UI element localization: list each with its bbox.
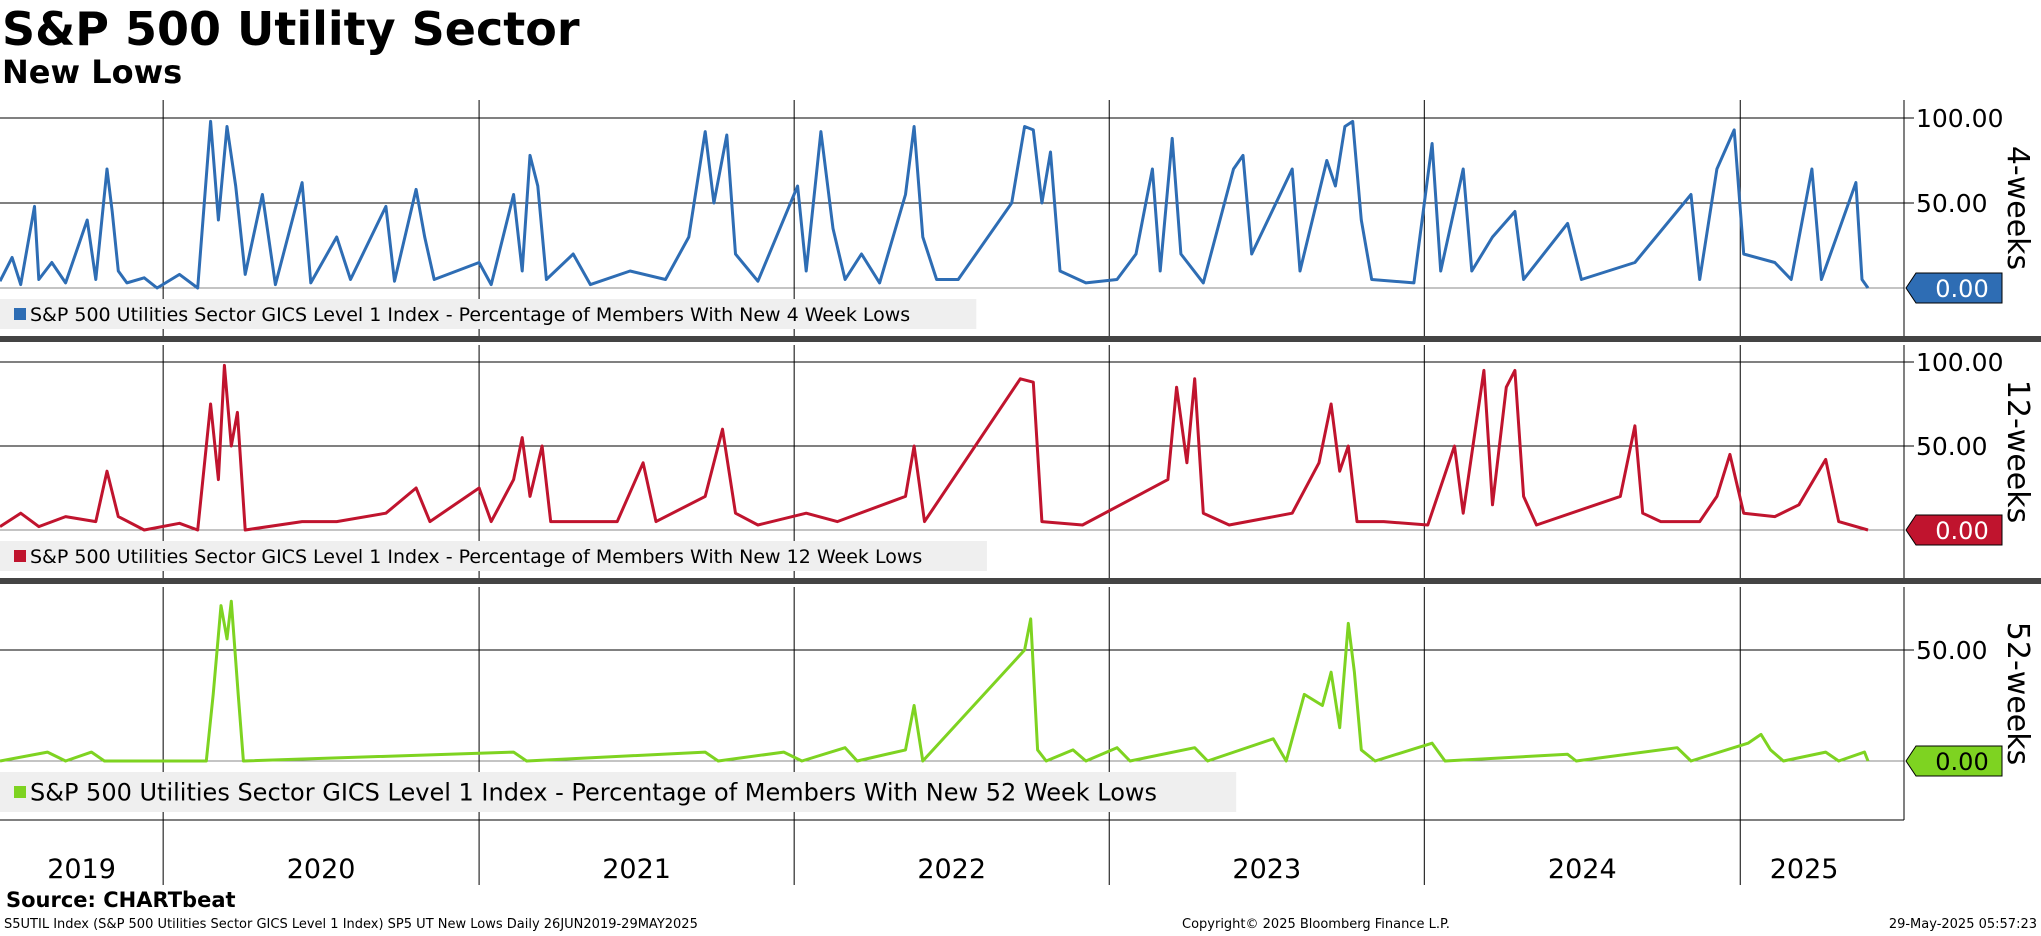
footer-description: S5UTIL Index (S&P 500 Utilities Sector G… xyxy=(4,917,698,932)
panel-divider xyxy=(0,578,2041,584)
last-value-tag xyxy=(1905,514,2003,546)
series-line xyxy=(0,363,1869,532)
series-line xyxy=(0,119,1870,290)
chart-subtitle: New Lows xyxy=(2,53,183,91)
legend-swatch xyxy=(14,550,26,562)
panel-axis-label: 52-weeks xyxy=(2000,622,2035,765)
x-tick-label: 2020 xyxy=(287,854,356,885)
x-tick-label: 2019 xyxy=(47,854,116,885)
x-tick-label: 2021 xyxy=(602,854,671,885)
last-value-tag xyxy=(1905,272,2003,304)
legend-label: S&P 500 Utilities Sector GICS Level 1 In… xyxy=(30,779,1157,807)
y-tick-label: 50.00 xyxy=(1916,189,1988,218)
y-tick-label: 100.00 xyxy=(1916,104,2003,133)
legend-swatch xyxy=(14,308,26,320)
y-tick-label: 50.00 xyxy=(1916,432,1988,461)
panel-axis-label: 12-weeks xyxy=(2000,380,2035,523)
y-tick-label: 100.00 xyxy=(1916,348,2003,377)
last-value-tag xyxy=(1905,745,2003,777)
legend-swatch xyxy=(14,786,26,798)
x-tick-label: 2024 xyxy=(1548,854,1617,885)
source-note: Source: CHARTbeat xyxy=(6,888,236,912)
legend-box xyxy=(0,299,977,329)
last-value-label: 0.00 xyxy=(1935,517,1988,545)
series-line xyxy=(0,599,1870,763)
panel-divider xyxy=(0,336,2041,342)
legend-box xyxy=(0,772,1237,812)
chart-title: S&P 500 Utility Sector xyxy=(2,2,580,56)
y-tick-label: 50.00 xyxy=(1916,636,1988,665)
footer-timestamp: 29-May-2025 05:57:23 xyxy=(1888,917,2037,932)
last-value-label: 0.00 xyxy=(1935,748,1988,776)
x-tick-label: 2022 xyxy=(917,854,986,885)
x-tick-label: 2023 xyxy=(1232,854,1301,885)
last-value-label: 0.00 xyxy=(1935,275,1988,303)
footer-copyright: Copyright© 2025 Bloomberg Finance L.P. xyxy=(1182,917,1450,932)
legend-box xyxy=(0,541,987,571)
legend-label: S&P 500 Utilities Sector GICS Level 1 In… xyxy=(30,546,922,568)
x-tick-label: 2025 xyxy=(1770,854,1839,885)
legend-label: S&P 500 Utilities Sector GICS Level 1 In… xyxy=(30,304,910,326)
panel-axis-label: 4-weeks xyxy=(2000,146,2035,270)
